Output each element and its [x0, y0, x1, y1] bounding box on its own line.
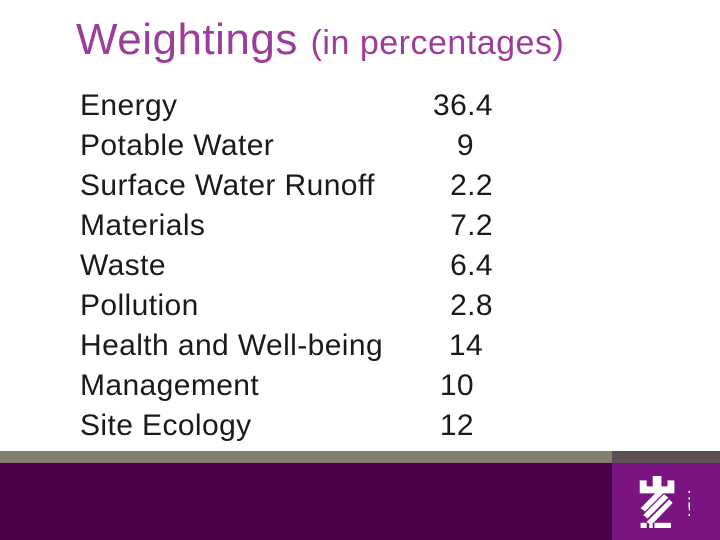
- logo-battlement: [639, 476, 675, 494]
- page-title-main: Weightings: [76, 15, 311, 64]
- weighting-row: Health and Well-being 14: [80, 326, 493, 366]
- weighting-value: 12: [439, 409, 474, 442]
- page-title: Weightings (in percentages): [76, 15, 565, 64]
- divider-bar: [0, 451, 720, 463]
- weighting-value: 2.8: [450, 289, 493, 322]
- weighting-row: Materials 7.2: [80, 206, 493, 246]
- weighting-value: 36.4: [433, 89, 493, 122]
- logo-text: HBF: [684, 490, 690, 523]
- weighting-row: Surface Water Runoff 2.2: [80, 166, 493, 206]
- weighting-row: Energy 36.4: [80, 86, 493, 126]
- hbf-castle-logo-icon: HBF: [639, 476, 690, 528]
- footer-accent-block: HBF: [612, 463, 720, 540]
- weightings-list: Energy 36.4 Potable Water 9 Surface Wate…: [80, 86, 493, 446]
- weighting-label: Surface Water Runoff: [80, 169, 375, 202]
- footer-band: [0, 463, 720, 540]
- weighting-label: Materials: [80, 209, 206, 242]
- weighting-label: Waste: [80, 249, 166, 282]
- weighting-label: Pollution: [80, 289, 199, 322]
- weighting-label: Site Ecology: [80, 409, 252, 442]
- weighting-value: 6.4: [450, 249, 493, 282]
- divider-bar-accent-segment: [612, 451, 720, 463]
- weighting-value: 14: [448, 329, 484, 362]
- weighting-value: 10: [439, 369, 474, 402]
- weighting-row: Potable Water 9: [80, 126, 493, 166]
- logo-base-dash: [649, 524, 653, 528]
- logo-base-block: [640, 522, 647, 528]
- weighting-label: Health and Well-being: [80, 329, 384, 362]
- weighting-label: Management: [80, 369, 260, 402]
- weighting-label: Energy: [80, 89, 178, 122]
- weighting-value: 7.2: [450, 209, 493, 242]
- logo-stripe: [640, 489, 664, 512]
- logo-base-bar: [654, 522, 671, 528]
- weighting-row: Site Ecology 12: [80, 406, 493, 446]
- page-title-sub: (in percentages): [310, 24, 565, 62]
- weighting-label: Potable Water: [80, 129, 275, 162]
- weighting-row: Management 10: [80, 366, 493, 406]
- weighting-row: Pollution 2.8: [80, 286, 493, 326]
- weighting-value: 2.2: [450, 169, 493, 202]
- logo-stripe: [643, 494, 669, 519]
- logo-stripe: [646, 499, 673, 526]
- weighting-row: Waste 6.4: [80, 246, 493, 286]
- weighting-value: 9: [456, 129, 474, 162]
